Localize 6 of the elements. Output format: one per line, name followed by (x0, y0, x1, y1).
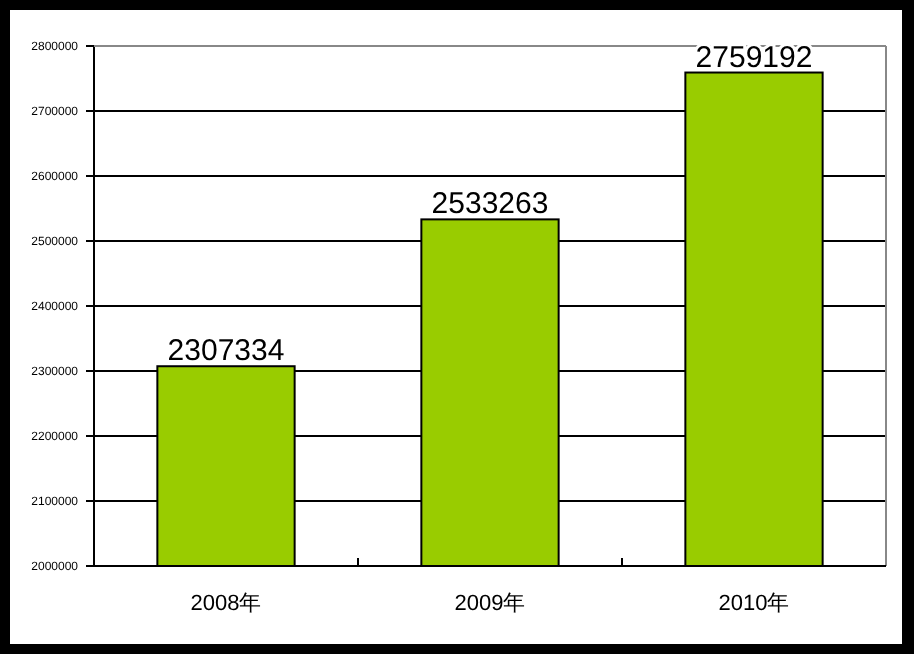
x-tick-label: 2009年 (454, 592, 526, 616)
x-tick-label: 2008年 (190, 592, 262, 616)
data-label: 2759192 (695, 40, 813, 75)
data-label: 2307334 (167, 334, 285, 369)
x-tick-label: 2010年 (718, 592, 790, 616)
data-label: 2533263 (431, 187, 549, 222)
